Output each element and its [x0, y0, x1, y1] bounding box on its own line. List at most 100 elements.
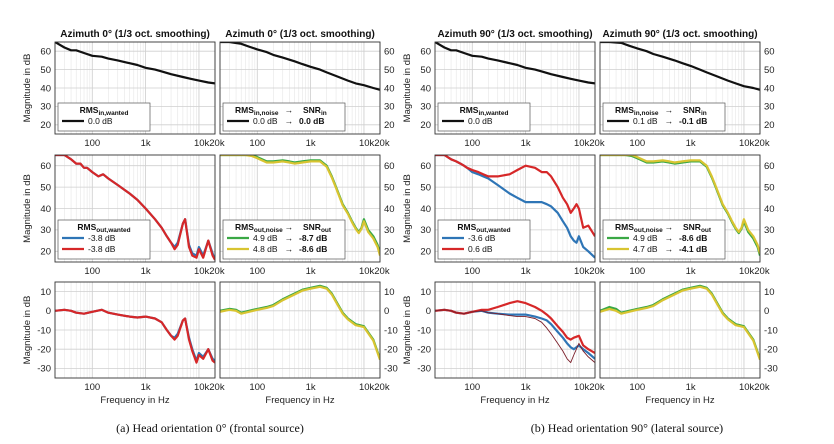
series-line-black	[600, 42, 760, 91]
chart-panel-b-diff-wanted: -30 -20 -10 0 10 100 1k 10k20k Magnitude in dB Fr…	[402, 281, 605, 406]
y-tick-label: 30	[384, 102, 395, 113]
series-line-black	[55, 42, 215, 85]
x-tick-label: 100	[464, 382, 480, 393]
y-tick-label: 40	[420, 83, 431, 94]
legend-entry-arrow: →	[665, 116, 674, 126]
x-tick-label: 100	[249, 382, 265, 393]
series-line-black	[435, 42, 595, 85]
y-tick-label: -10	[764, 325, 778, 336]
legend-entry-arrow: →	[665, 233, 674, 243]
legend-title-main: RMS	[460, 105, 479, 115]
legend-entry-snr: 0.0 dB	[299, 116, 325, 126]
y-tick-label: 40	[384, 204, 395, 215]
legend-entry-arrow: →	[285, 244, 294, 254]
x-tick-label: 100	[84, 266, 100, 277]
chart-panel-a-diff-wanted: -30 -20 -10 0 10 100 1k 10k20k Magnitude in dB Fr…	[22, 281, 225, 406]
y-tick-label: 50	[420, 182, 431, 193]
series-line-red	[435, 300, 595, 354]
y-tick-label: 60	[420, 47, 431, 58]
x-tick-label: 100	[464, 138, 480, 149]
x-tick-label: 10k20k	[574, 382, 605, 393]
y-tick-label: -20	[764, 345, 778, 356]
chart-panel-b-out-wanted: 20 30 40 50 60 100 1k 10k20k Magnitude in dB RMSo…	[402, 154, 605, 277]
y-tick-label: 60	[420, 161, 431, 172]
legend-box: RMSout,wanted-3.8 dB-3.8 dB	[57, 219, 151, 260]
legend-title2-main: SNR	[303, 105, 321, 115]
legend-entry-label: 0.1 dB	[633, 116, 658, 126]
legend-title: RMSin,noise	[615, 105, 659, 117]
legend-title-2: SNRin	[683, 105, 707, 117]
chart-panel-a-in-noise: 20 30 40 50 60 100 1k 10k20k Azimuth 0° (1/3 oct…	[219, 29, 395, 149]
legend-frame	[222, 219, 346, 260]
series-line-green	[600, 284, 760, 360]
y-tick-label: 40	[764, 204, 775, 215]
x-tick-label: 1k	[306, 138, 316, 149]
legend-title-2: SNRout	[303, 222, 332, 234]
legend-frame	[602, 219, 726, 260]
y-tick-label: -10	[417, 325, 431, 336]
x-tick-label: 10k20k	[739, 138, 770, 149]
legend-frame	[222, 102, 346, 132]
y-tick-label: -30	[37, 364, 51, 375]
legend-entry-snr: -8.7 dB	[299, 233, 327, 243]
y-tick-label: 30	[420, 102, 431, 113]
legend-title2-sub: in	[321, 110, 327, 117]
legend-title-sub: in,noise	[254, 110, 279, 117]
legend-entry-arrow: →	[665, 244, 674, 254]
x-tick-label: 1k	[306, 382, 316, 393]
y-tick-label: -20	[37, 345, 51, 356]
y-tick-label: 40	[40, 204, 51, 215]
x-tick-label: 10k20k	[359, 266, 390, 277]
legend-entry-label: 4.9 dB	[253, 233, 278, 243]
legend-entry-label: 0.0 dB	[468, 116, 493, 126]
x-tick-label: 1k	[686, 266, 696, 277]
series-line-yellow	[220, 155, 380, 256]
y-tick-label: 10	[420, 287, 431, 298]
y-tick-label: 20	[420, 247, 431, 258]
legend-title-main: RMS	[615, 105, 634, 115]
y-tick-label: 30	[40, 225, 51, 236]
x-axis-label: Frequency in Hz	[480, 395, 549, 406]
legend-entry-arrow: →	[285, 233, 294, 243]
legend-title-main: RMS	[457, 222, 476, 232]
plot-frame	[599, 281, 761, 379]
y-tick-label: 30	[764, 102, 775, 113]
legend-title-main: RMS	[77, 222, 96, 232]
series-line-darkred	[435, 309, 595, 364]
legend-entry-snr: -8.6 dB	[679, 233, 707, 243]
plot-frame	[434, 41, 596, 135]
y-tick-label: 40	[420, 204, 431, 215]
y-tick-label: 60	[764, 47, 775, 58]
chart-title: Azimuth 0° (1/3 oct. smoothing)	[225, 29, 375, 40]
series-line-black	[220, 42, 380, 91]
y-tick-label: 40	[40, 83, 51, 94]
plot-frame	[219, 154, 381, 263]
series-line-green	[220, 284, 380, 360]
series-line-yellow	[220, 285, 380, 361]
y-tick-label: 30	[420, 225, 431, 236]
legend-entry-label: 4.9 dB	[633, 233, 658, 243]
series-line-red	[435, 155, 595, 237]
legend-title2-main: SNR	[683, 222, 701, 232]
series-line-yellow	[600, 285, 760, 361]
plot-frame	[54, 41, 216, 135]
plot-frame	[599, 41, 761, 135]
legend-entry-arrow: →	[285, 116, 294, 126]
x-tick-label: 10k20k	[359, 138, 390, 149]
x-tick-label: 100	[629, 382, 645, 393]
y-tick-label: 20	[40, 247, 51, 258]
y-tick-label: 30	[764, 225, 775, 236]
plot-frame	[599, 154, 761, 263]
legend-entry-snr: -0.1 dB	[679, 116, 707, 126]
plot-frame	[54, 281, 216, 379]
legend-title-sub: in,noise	[634, 110, 659, 117]
x-tick-label: 100	[84, 138, 100, 149]
legend-title: RMSout,wanted	[457, 222, 510, 234]
x-tick-label: 100	[464, 266, 480, 277]
legend-arrow: →	[665, 222, 674, 232]
y-tick-label: -20	[417, 345, 431, 356]
y-tick-label: 0	[764, 306, 769, 317]
